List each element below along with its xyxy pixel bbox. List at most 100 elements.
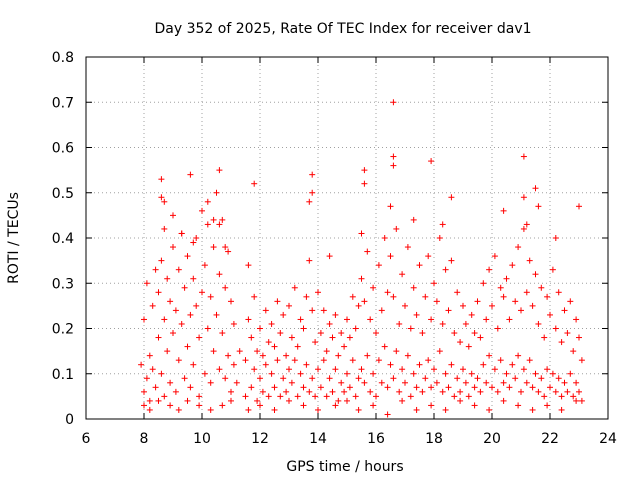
data-point <box>381 235 388 241</box>
data-point <box>535 203 542 210</box>
data-point <box>462 379 469 386</box>
data-point <box>225 352 232 359</box>
data-point <box>529 302 536 309</box>
data-point <box>251 366 258 373</box>
data-point <box>175 266 182 273</box>
data-point <box>387 253 394 260</box>
data-point <box>320 307 327 314</box>
data-point <box>190 275 197 282</box>
data-point <box>442 370 449 377</box>
data-point <box>245 316 252 323</box>
data-point <box>573 316 580 323</box>
data-point <box>213 311 220 318</box>
data-point <box>329 388 336 395</box>
data-point <box>317 384 324 391</box>
data-point <box>410 216 417 223</box>
data-point <box>506 384 513 391</box>
data-point <box>457 339 464 346</box>
data-point <box>378 307 385 314</box>
y-tick-label: 0.2 <box>52 322 74 338</box>
data-point <box>378 379 385 386</box>
data-point <box>344 370 350 377</box>
data-point <box>500 293 507 300</box>
data-point <box>204 198 211 205</box>
data-point <box>393 348 400 355</box>
data-point <box>277 393 284 400</box>
data-point <box>309 189 316 196</box>
data-point <box>489 384 495 391</box>
data-point <box>518 388 524 395</box>
data-point <box>468 311 475 318</box>
data-point <box>309 171 316 178</box>
data-point <box>570 348 577 355</box>
data-point <box>315 406 321 413</box>
data-point <box>518 307 524 314</box>
data-point <box>512 298 519 305</box>
data-point <box>576 203 582 210</box>
data-point <box>158 176 165 183</box>
data-point <box>454 289 461 296</box>
data-point <box>236 348 243 355</box>
data-point <box>552 325 559 332</box>
data-point <box>428 402 435 409</box>
data-point <box>155 397 162 404</box>
data-point <box>204 221 211 228</box>
data-point <box>515 244 522 251</box>
data-point <box>170 330 176 337</box>
y-tick-labels: 0 0.1 0.2 0.3 0.4 0.5 0.6 0.7 0.8 <box>52 50 74 428</box>
data-point <box>329 334 336 341</box>
data-point <box>399 271 406 278</box>
data-point <box>355 375 362 382</box>
data-point <box>419 388 426 395</box>
data-point <box>393 225 400 232</box>
x-tick-label: 6 <box>82 431 91 447</box>
y-tick-label: 0.7 <box>52 95 74 111</box>
data-point <box>480 280 487 287</box>
data-point <box>413 384 420 391</box>
data-point <box>262 307 269 314</box>
data-point <box>306 198 313 205</box>
data-point <box>344 316 350 323</box>
grid <box>86 57 608 419</box>
data-point <box>384 411 391 418</box>
data-point <box>396 388 403 395</box>
data-point <box>489 302 495 309</box>
data-point <box>190 239 197 246</box>
data-point <box>515 352 522 359</box>
data-point <box>436 348 443 355</box>
data-point <box>349 357 356 364</box>
data-point <box>271 384 278 391</box>
data-point <box>578 357 585 364</box>
data-point <box>141 402 147 409</box>
chart-title: Day 352 of 2025, Rate Of TEC Index for r… <box>154 21 531 37</box>
data-point <box>486 352 493 359</box>
data-point <box>454 375 461 382</box>
data-point <box>462 320 469 327</box>
data-point <box>355 302 362 309</box>
data-point <box>428 158 435 165</box>
data-point <box>402 379 408 386</box>
data-point <box>500 397 507 404</box>
data-point <box>152 384 159 391</box>
data-point <box>286 366 292 373</box>
data-point <box>431 366 437 373</box>
data-point <box>549 370 556 377</box>
data-point <box>529 384 536 391</box>
data-point <box>529 406 536 413</box>
x-tick-label: 10 <box>193 431 211 447</box>
data-point <box>170 244 176 251</box>
data-point <box>161 393 168 400</box>
data-point <box>199 289 205 296</box>
data-point <box>207 293 214 300</box>
y-tick-label: 0 <box>65 412 74 428</box>
data-point <box>523 289 530 296</box>
y-tick-label: 0.5 <box>52 186 74 202</box>
data-point <box>439 388 446 395</box>
data-point <box>257 402 263 409</box>
data-point <box>465 343 472 350</box>
x-tick-label: 24 <box>599 431 617 447</box>
data-point <box>175 357 182 364</box>
data-point <box>326 320 333 327</box>
data-point <box>251 293 258 300</box>
